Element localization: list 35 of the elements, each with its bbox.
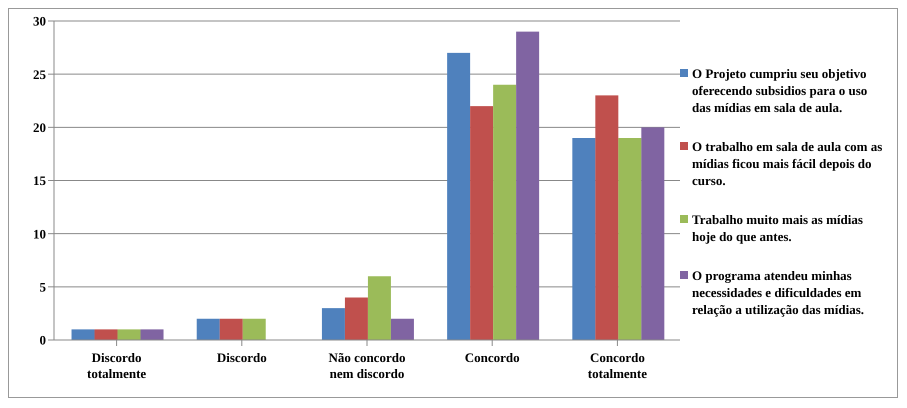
- bar: [322, 308, 345, 340]
- bar: [447, 52, 470, 340]
- x-tick-label: Não concordo nem discordo: [328, 350, 406, 381]
- y-tick-label: 15: [33, 173, 46, 188]
- bar: [72, 329, 95, 340]
- x-tick-label: Concordo: [464, 350, 520, 365]
- legend-label: O programa atendeu minhas necessidades e dificuldades em relação a utilização das mídias.: [692, 266, 866, 318]
- y-tick-label: 25: [33, 66, 46, 82]
- bar: [140, 329, 164, 340]
- legend-label: Trabalho muito mais as mídias hoje do que antes.: [692, 210, 864, 244]
- bar: [572, 138, 596, 340]
- bar: [220, 318, 243, 340]
- bar: [618, 138, 642, 340]
- bar: [344, 297, 368, 340]
- bar: [493, 84, 516, 340]
- y-tick-label: 5: [40, 279, 46, 294]
- bar: [595, 95, 618, 340]
- bar: [196, 318, 220, 340]
- legend-label: O trabalho em sala de aula com as mídias ficou mais fácil depois do curso.: [692, 138, 884, 188]
- bar: [94, 329, 118, 340]
- y-tick-label: 10: [33, 226, 46, 242]
- y-tick-label: 30: [33, 14, 46, 29]
- bar: [470, 106, 494, 340]
- bar: [368, 276, 391, 340]
- y-tick-label: 20: [33, 120, 46, 135]
- bar: [118, 329, 141, 340]
- legend-label: O Projeto cumpriu seu objetivo oferecendo subsidios para o uso das mídias em sala de aula.: [692, 64, 868, 116]
- bar: [516, 32, 540, 340]
- x-tick-label: Discordo: [216, 350, 267, 365]
- x-tick-label: Concordo totalmente: [588, 350, 648, 381]
- bar: [242, 318, 266, 340]
- x-tick-label: Discordo totalmente: [87, 350, 146, 381]
- bar: [390, 318, 414, 340]
- y-tick-label: 0: [40, 332, 46, 348]
- bar: [641, 127, 664, 340]
